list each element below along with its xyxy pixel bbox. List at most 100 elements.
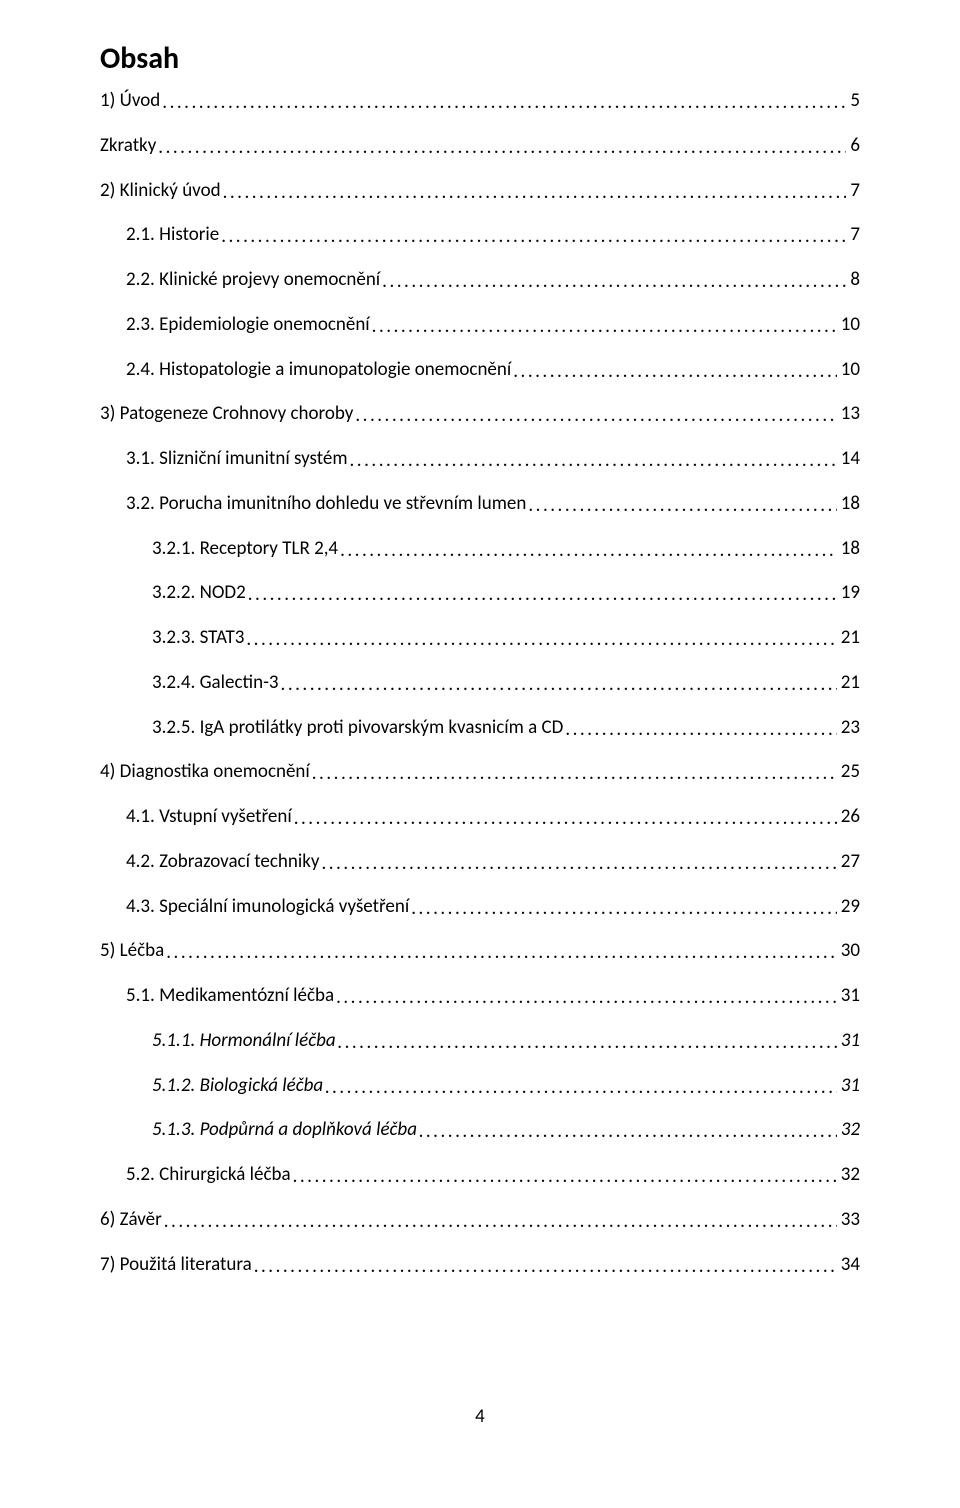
toc-entry-page: 26 bbox=[837, 805, 860, 829]
toc-leader-dots bbox=[355, 404, 836, 428]
toc-entry-label: 5) Léčba bbox=[100, 939, 166, 963]
toc-entry: 3) Patogeneze Crohnovy choroby 13 bbox=[100, 402, 860, 426]
toc-entry: 4.1. Vstupní vyšetření 26 bbox=[100, 805, 860, 829]
toc-entry-label: 2.2. Klinické projevy onemocnění bbox=[126, 268, 382, 292]
toc-leader-dots bbox=[312, 762, 837, 786]
toc-leader-dots bbox=[513, 360, 837, 384]
toc-leader-dots bbox=[162, 91, 846, 115]
toc-entry-page: 8 bbox=[846, 268, 860, 292]
toc-entry: 1) Úvod 5 bbox=[100, 89, 860, 113]
toc-entry-page: 23 bbox=[837, 716, 860, 740]
toc-leader-dots bbox=[565, 718, 836, 742]
toc-leader-dots bbox=[336, 986, 837, 1010]
toc-entry-page: 7 bbox=[846, 179, 860, 203]
toc-entry-page: 6 bbox=[846, 134, 860, 158]
toc-entry-page: 34 bbox=[837, 1253, 860, 1277]
toc-leader-dots bbox=[350, 449, 837, 473]
toc-leader-dots bbox=[158, 136, 846, 160]
toc-entry: Zkratky 6 bbox=[100, 134, 860, 158]
toc-entry-label: 5.1.1. Hormonální léčba bbox=[152, 1029, 338, 1053]
toc-leader-dots bbox=[254, 1255, 837, 1279]
toc-entry-page: 25 bbox=[837, 760, 860, 784]
toc-leader-dots bbox=[528, 494, 836, 518]
toc-leader-dots bbox=[293, 1165, 837, 1189]
toc-entry-label: 7) Použitá literatura bbox=[100, 1253, 254, 1277]
toc-leader-dots bbox=[223, 181, 847, 205]
toc-entry: 5.2. Chirurgická léčba 32 bbox=[100, 1163, 860, 1187]
toc-entry-label: 6) Závěr bbox=[100, 1208, 164, 1232]
toc-leader-dots bbox=[221, 225, 846, 249]
toc-entry: 3.2.3. STAT3 21 bbox=[100, 626, 860, 650]
toc-entry-page: 31 bbox=[837, 984, 860, 1008]
toc-entry: 5.1.2. Biologická léčba 31 bbox=[100, 1074, 860, 1098]
page-number: 4 bbox=[100, 1405, 860, 1428]
toc-entry: 3.2.5. IgA protilátky proti pivovarským … bbox=[100, 716, 860, 740]
toc-entry-page: 31 bbox=[837, 1074, 860, 1098]
toc-entry-label: 3.2.1. Receptory TLR 2,4 bbox=[152, 537, 340, 561]
toc-entry: 2) Klinický úvod 7 bbox=[100, 179, 860, 203]
toc-entry-label: 3.2. Porucha imunitního dohledu ve střev… bbox=[126, 492, 528, 516]
toc-entry-page: 21 bbox=[837, 671, 860, 695]
toc-entry: 7) Použitá literatura 34 bbox=[100, 1253, 860, 1277]
toc-leader-dots bbox=[382, 270, 846, 294]
toc-entry-label: 5.1.3. Podpůrná a doplňková léčba bbox=[152, 1118, 419, 1142]
toc-entry-page: 27 bbox=[837, 850, 860, 874]
toc-entry-label: 2.4. Histopatologie a imunopatologie one… bbox=[126, 358, 513, 382]
toc-entry: 3.2.4. Galectin-3 21 bbox=[100, 671, 860, 695]
toc-entry-page: 18 bbox=[837, 537, 860, 561]
toc-entry: 4) Diagnostika onemocnění 25 bbox=[100, 760, 860, 784]
toc-entry: 2.2. Klinické projevy onemocnění 8 bbox=[100, 268, 860, 292]
toc-entry-label: 2) Klinický úvod bbox=[100, 179, 223, 203]
toc-list: 1) Úvod 5Zkratky 62) Klinický úvod 72.1.… bbox=[100, 89, 860, 1276]
toc-entry-label: 3.2.5. IgA protilátky proti pivovarským … bbox=[152, 716, 565, 740]
toc-entry: 3.2.1. Receptory TLR 2,4 18 bbox=[100, 537, 860, 561]
toc-leader-dots bbox=[164, 1210, 837, 1234]
toc-entry: 2.4. Histopatologie a imunopatologie one… bbox=[100, 358, 860, 382]
toc-leader-dots bbox=[248, 583, 837, 607]
toc-leader-dots bbox=[411, 897, 837, 921]
toc-entry-page: 7 bbox=[846, 223, 860, 247]
toc-leader-dots bbox=[246, 628, 836, 652]
toc-entry-label: 4.2. Zobrazovací techniky bbox=[126, 850, 321, 874]
toc-leader-dots bbox=[340, 539, 837, 563]
toc-entry-label: 3.2.2. NOD2 bbox=[152, 581, 248, 605]
toc-entry-label: 3) Patogeneze Crohnovy choroby bbox=[100, 402, 355, 426]
toc-entry-page: 33 bbox=[837, 1208, 860, 1232]
toc-entry-label: 5.1.2. Biologická léčba bbox=[152, 1074, 325, 1098]
toc-leader-dots bbox=[166, 941, 836, 965]
toc-entry: 2.1. Historie 7 bbox=[100, 223, 860, 247]
toc-entry: 3.1. Slizniční imunitní systém 14 bbox=[100, 447, 860, 471]
toc-entry-page: 32 bbox=[837, 1118, 860, 1142]
toc-entry-page: 31 bbox=[837, 1029, 860, 1053]
toc-entry-page: 19 bbox=[837, 581, 860, 605]
toc-entry-page: 10 bbox=[837, 313, 860, 337]
toc-entry-label: 2.1. Historie bbox=[126, 223, 221, 247]
toc-entry-page: 5 bbox=[846, 89, 860, 113]
toc-entry: 4.3. Speciální imunologická vyšetření 29 bbox=[100, 895, 860, 919]
toc-entry-label: Zkratky bbox=[100, 134, 158, 158]
toc-entry-label: 3.2.3. STAT3 bbox=[152, 626, 246, 650]
toc-entry-page: 13 bbox=[837, 402, 860, 426]
toc-entry-label: 4) Diagnostika onemocnění bbox=[100, 760, 312, 784]
toc-leader-dots bbox=[419, 1120, 837, 1144]
toc-leader-dots bbox=[321, 852, 836, 876]
toc-entry-label: 2.3. Epidemiologie onemocnění bbox=[126, 313, 372, 337]
toc-entry: 2.3. Epidemiologie onemocnění 10 bbox=[100, 313, 860, 337]
toc-leader-dots bbox=[338, 1031, 837, 1055]
toc-entry-page: 29 bbox=[837, 895, 860, 919]
toc-entry-label: 5.1. Medikamentózní léčba bbox=[126, 984, 336, 1008]
toc-entry-page: 30 bbox=[837, 939, 860, 963]
toc-entry: 6) Závěr 33 bbox=[100, 1208, 860, 1232]
toc-leader-dots bbox=[281, 673, 837, 697]
toc-entry-page: 32 bbox=[837, 1163, 860, 1187]
toc-entry-label: 3.1. Slizniční imunitní systém bbox=[126, 447, 350, 471]
toc-entry: 5) Léčba 30 bbox=[100, 939, 860, 963]
toc-leader-dots bbox=[372, 315, 837, 339]
toc-entry-page: 18 bbox=[837, 492, 860, 516]
toc-entry-label: 4.1. Vstupní vyšetření bbox=[126, 805, 294, 829]
toc-entry-page: 14 bbox=[837, 447, 860, 471]
toc-leader-dots bbox=[325, 1076, 837, 1100]
toc-entry-page: 10 bbox=[837, 358, 860, 382]
toc-entry: 4.2. Zobrazovací techniky 27 bbox=[100, 850, 860, 874]
toc-entry-label: 1) Úvod bbox=[100, 89, 162, 113]
